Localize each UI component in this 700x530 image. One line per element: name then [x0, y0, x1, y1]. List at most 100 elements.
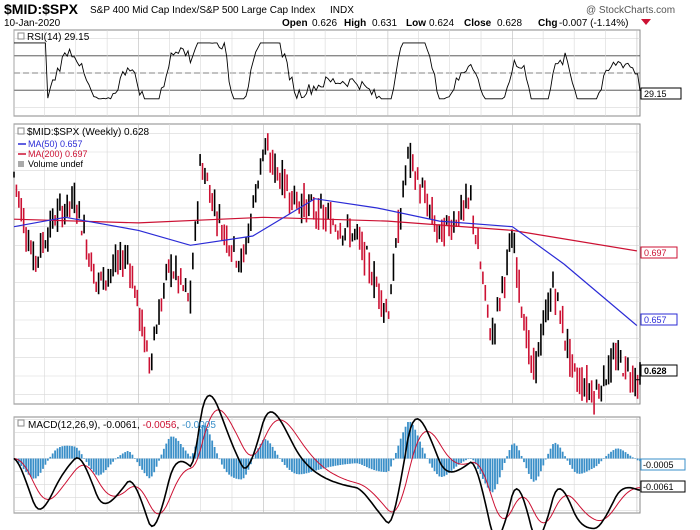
macd-hist-bar — [146, 458, 148, 477]
macd-hist-bar — [373, 458, 376, 471]
ma200-tag — [640, 246, 678, 259]
macd-hist-bar — [537, 458, 540, 477]
macd-hist-bar — [34, 458, 37, 479]
macd-hist-bar — [153, 458, 156, 473]
rsi-line — [14, 41, 641, 100]
macd-hist-bar — [334, 458, 337, 466]
macd-hist-bar — [571, 458, 574, 469]
macd-hist-bar — [218, 458, 221, 460]
macd-hist-bar — [42, 458, 44, 469]
macd-hist-bar — [566, 458, 569, 461]
open-label: Open — [282, 18, 308, 29]
symbol-title: $MID:$SPX — [4, 1, 79, 17]
macd-hist-bar — [49, 456, 52, 459]
macd-hist-bar — [30, 458, 32, 477]
macd-hist-bar — [266, 440, 269, 459]
macd-hist-bar — [191, 453, 194, 459]
macd-hist-bar — [51, 453, 54, 459]
macd-hist-bar — [182, 447, 185, 459]
macd-hist-bar — [578, 458, 581, 474]
macd-hist-bar — [37, 458, 40, 477]
macd-hist-bar — [595, 458, 598, 467]
macd-hist-bar — [361, 458, 363, 465]
index-name: S&P 400 Mid Cap Index/S&P 500 Large Cap … — [90, 5, 315, 16]
macd-hist-bar — [100, 458, 102, 475]
macd-hist-bar — [317, 458, 320, 470]
macd-legend-signal: -0.0056 — [143, 420, 177, 431]
macd-hist-bar — [617, 448, 620, 459]
macd-tag — [640, 480, 686, 493]
macd-hist-bar — [303, 458, 305, 474]
macd-hist-bar — [472, 458, 475, 461]
macd-hist-bar — [204, 425, 206, 459]
macd-hist-bar — [598, 458, 600, 464]
macd-hist-bar — [150, 458, 153, 477]
macd-hist-bar — [520, 455, 523, 459]
macd-hist-bar — [223, 458, 226, 469]
macd-hist-bar — [264, 439, 267, 459]
macd-hist-bar — [189, 456, 192, 459]
macd-hist-bar — [131, 454, 134, 459]
macd-tag-text: -0.0061 — [643, 482, 674, 492]
macd-hist-bar — [600, 458, 603, 462]
macd-hist-bar — [501, 458, 504, 471]
macd-hist-bar — [370, 458, 373, 470]
ma50-line — [13, 198, 638, 327]
macd-hist-bar — [92, 458, 95, 473]
macd-hist-bar — [85, 458, 88, 463]
macd-hist-bar — [484, 458, 487, 484]
macd-hist-bar — [419, 441, 421, 459]
macd-hist-bar — [327, 458, 330, 468]
macd-signal-line — [13, 409, 641, 524]
rsi-series — [14, 41, 641, 100]
macd-hist-bar — [576, 458, 579, 474]
low-label: Low — [406, 18, 426, 29]
macd-hist-bar — [414, 429, 417, 459]
macd-hist-bar — [390, 458, 392, 467]
macd-hist-bar — [510, 444, 513, 459]
macd-hist-bar — [622, 450, 624, 459]
macd-hist-bar — [117, 457, 119, 459]
price-legend-swatch — [17, 127, 25, 135]
macd-hist-bar — [532, 458, 535, 482]
macd-hist-bar — [436, 458, 438, 475]
macd-hist-bar — [573, 458, 576, 472]
macd-hist-bar — [281, 458, 284, 462]
ma50-tag — [640, 313, 678, 326]
macd-hist-bar — [629, 455, 632, 459]
macd-hist-bar — [607, 453, 610, 459]
macd-hist-bar — [228, 458, 231, 475]
macd-hist-bar — [73, 446, 76, 459]
macd-hist-bar — [460, 458, 463, 464]
macd-hist-bar — [527, 458, 530, 474]
macd-legend-hist: -0.0005 — [182, 420, 216, 431]
macd-hist-bar — [428, 458, 431, 464]
macd-hist-bar — [56, 448, 59, 459]
macd-hist-bar — [402, 432, 405, 459]
macd-hist-bar — [46, 458, 49, 461]
macd-hist-bar — [416, 435, 419, 459]
macd-hist-bar — [631, 457, 634, 459]
macd-hist-bar — [452, 458, 455, 469]
macd-hist-bar — [22, 458, 25, 470]
macd-hist-bar — [71, 446, 73, 459]
macd-hist-bar — [491, 458, 494, 493]
macd-hist-bar — [324, 458, 327, 468]
chart-header: $MID:$SPX S&P 400 Mid Cap Index/S&P 500 … — [4, 1, 675, 29]
macd-hist-bar — [547, 453, 550, 459]
macd-hist-bar — [295, 458, 298, 475]
macd-hist-bar — [196, 438, 199, 459]
macd-hist-bar — [549, 448, 552, 459]
macd-hist-bar — [288, 458, 291, 470]
chart-date: 10-Jan-2020 — [4, 18, 61, 29]
high-value: 0.631 — [372, 18, 397, 29]
ma50-legend: MA(50) 0.657 — [28, 139, 83, 149]
close-tag-text: 0.628 — [644, 366, 667, 376]
hist-tag-text: -0.0005 — [643, 460, 674, 470]
macd-hist-bar — [310, 458, 313, 472]
macd-legend-macd: -0.0061 — [103, 420, 137, 431]
macd-hist-bar — [175, 438, 177, 459]
macd-hist-bar — [104, 458, 107, 471]
macd-hist-bar — [358, 458, 361, 464]
